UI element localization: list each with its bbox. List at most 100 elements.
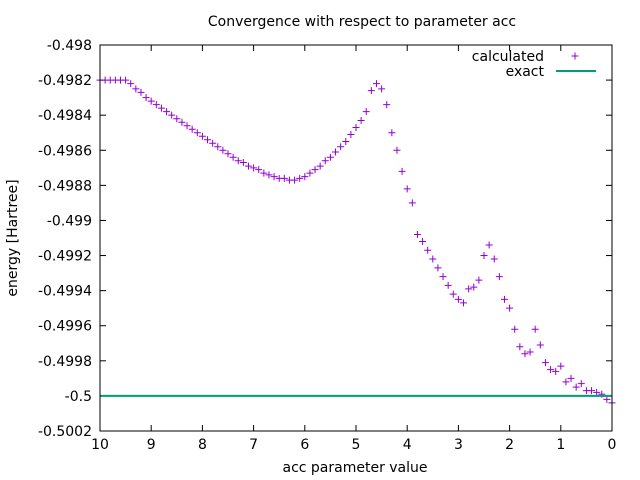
data-point [239, 159, 247, 167]
x-tick-label: 0 [608, 437, 617, 453]
data-point [536, 341, 544, 349]
data-point [163, 108, 171, 116]
x-axis-label: acc parameter value [282, 460, 427, 476]
data-point [142, 94, 150, 102]
data-point [357, 116, 365, 124]
data-point [495, 273, 503, 281]
data-point [603, 395, 611, 403]
data-point [500, 295, 508, 303]
data-point [265, 171, 273, 179]
data-point [152, 101, 160, 109]
data-point [347, 130, 355, 138]
data-point [326, 153, 334, 161]
legend-label: exact [506, 64, 545, 80]
y-tick-label: -0.5002 [38, 424, 92, 440]
series-calculated [96, 76, 616, 407]
data-point [562, 378, 570, 386]
data-point [454, 295, 462, 303]
x-tick-label: 1 [556, 437, 565, 453]
x-tick-label: 7 [249, 437, 258, 453]
data-point [332, 148, 340, 156]
data-point [557, 362, 565, 370]
y-tick-label: -0.4984 [38, 108, 92, 124]
data-point [229, 153, 237, 161]
data-point [168, 111, 176, 119]
axis-ticks: 10 9 8 7 6 5 4 3 2 1 0-0.498-0.4982-0.4984-0.4986-… [38, 38, 617, 453]
data-point [511, 325, 519, 333]
data-point [188, 125, 196, 133]
data-point [434, 264, 442, 272]
data-point [506, 304, 514, 312]
data-point [367, 87, 375, 95]
data-point [413, 230, 421, 238]
x-tick-label: 9 [147, 437, 156, 453]
chart-title: Convergence with respect to parameter ac… [208, 14, 516, 30]
data-point [403, 185, 411, 193]
data-point [337, 143, 345, 151]
data-point [342, 138, 350, 145]
data-point [260, 169, 268, 177]
data-point [372, 80, 380, 88]
data-point [219, 146, 227, 154]
data-point [480, 252, 488, 260]
data-point [173, 115, 181, 123]
data-point [429, 255, 437, 263]
data-point [588, 387, 596, 395]
data-point [552, 367, 560, 375]
data-point [352, 123, 360, 131]
data-point [132, 85, 140, 93]
data-point [444, 281, 452, 289]
data-point [250, 164, 258, 172]
data-point [321, 157, 329, 165]
y-tick-label: -0.4996 [38, 319, 92, 335]
data-point [198, 132, 206, 140]
data-point [439, 273, 447, 281]
data-point [296, 174, 304, 182]
data-series [96, 76, 616, 407]
data-point [255, 166, 263, 174]
data-point [398, 167, 406, 175]
data-point [362, 108, 370, 116]
data-point [316, 162, 324, 170]
x-tick-label: 4 [403, 437, 412, 453]
y-tick-label: -0.5 [65, 389, 92, 405]
data-point [204, 136, 212, 144]
data-point [178, 118, 186, 126]
x-tick-label: 5 [352, 437, 361, 453]
data-point [301, 173, 309, 181]
legend-label: calculated [472, 49, 544, 65]
plot-frame [99, 44, 613, 432]
x-tick-label: 2 [505, 437, 514, 453]
data-point [378, 85, 386, 93]
data-point [383, 101, 391, 109]
data-point [449, 290, 457, 298]
data-point [270, 173, 278, 181]
data-point [388, 129, 396, 137]
data-point [541, 359, 549, 367]
y-axis-label: energy [Hartree] [5, 179, 21, 296]
data-point [547, 366, 555, 374]
data-point [393, 146, 401, 154]
y-tick-label: -0.4986 [38, 143, 92, 159]
data-point [224, 150, 232, 158]
data-point [122, 76, 130, 84]
y-tick-label: -0.4998 [38, 354, 92, 370]
y-tick-label: -0.4992 [38, 249, 92, 265]
data-point [526, 348, 534, 356]
y-tick-label: -0.4982 [38, 73, 92, 89]
data-point [567, 374, 575, 382]
data-point [183, 122, 191, 130]
data-point [137, 88, 145, 96]
data-point [531, 325, 539, 333]
data-point [485, 241, 493, 249]
data-point [419, 238, 427, 246]
data-point [572, 383, 580, 391]
data-point [577, 380, 585, 388]
data-point [490, 255, 498, 263]
data-point [291, 176, 299, 184]
data-point [470, 283, 478, 291]
data-point [475, 276, 483, 284]
data-point [209, 139, 217, 147]
